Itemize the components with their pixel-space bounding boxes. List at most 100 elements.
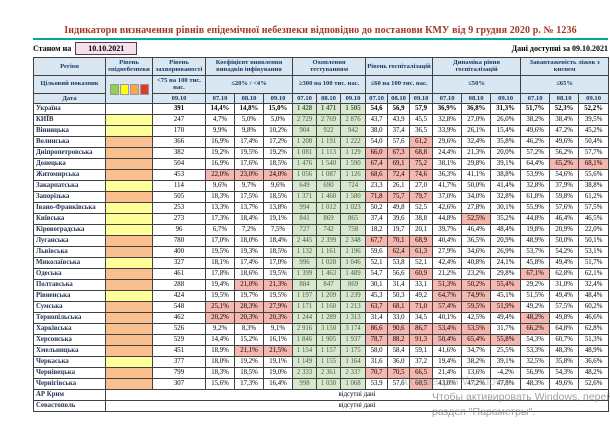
data-cell: 17,0% — [205, 234, 235, 247]
danger-level-cell — [105, 234, 153, 247]
incidence-cell: 505 — [152, 190, 206, 203]
region-cell: Київська — [33, 212, 106, 225]
data-cell: 20,3% — [262, 311, 294, 324]
data-cell: 5,0% — [262, 113, 294, 126]
data-cell: 21,1% — [234, 344, 264, 357]
data-cell: 52,5% — [461, 212, 492, 225]
data-cell: 1 155 — [316, 355, 342, 368]
data-cell: 38,0 — [365, 124, 389, 137]
incidence-cell: 526 — [152, 322, 206, 335]
target-hospitalization: ≤60 на 100 тис. нас. — [365, 74, 434, 94]
data-cell: 727 — [292, 223, 318, 236]
data-cell: 2 916 — [292, 322, 318, 335]
data-cell: 1 846 — [292, 333, 318, 346]
data-cell: 8,3% — [234, 322, 264, 335]
data-cell: 42,5% — [461, 311, 492, 324]
data-cell: 53,3% — [520, 344, 551, 357]
data-cell: 57,5% — [578, 201, 610, 214]
epidemic-indicators-table: Регіон Рівень епіднебезпеки Рівень захво… — [33, 57, 610, 412]
data-cell: 1 905 — [316, 333, 342, 346]
data-cell: 41,6% — [432, 344, 463, 357]
data-cell: 18,5% — [234, 366, 264, 379]
data-cell: 46,4% — [549, 212, 580, 225]
danger-level-cell — [105, 267, 153, 280]
data-cell: 841 — [292, 212, 318, 225]
data-cell: 20,9% — [490, 234, 522, 247]
date-cell: 07.10 — [292, 92, 318, 104]
data-cell: 40,8% — [461, 256, 492, 269]
data-cell: 51,9% — [490, 300, 522, 313]
data-cell: 48,4% — [490, 223, 522, 236]
danger-level-cell — [105, 333, 153, 346]
date-cell: 07.10 — [520, 92, 551, 104]
date-cell: 08.10 — [316, 92, 342, 104]
data-cell: 16,9% — [205, 157, 235, 170]
data-cell: 68,6 — [365, 168, 389, 181]
data-cell: 998 — [292, 377, 318, 390]
data-cell: 52,2% — [578, 102, 610, 115]
data-cell: 57,7% — [578, 146, 610, 159]
data-cell: 34,7% — [461, 344, 492, 357]
target-hosp-dynamics: ≤50% — [432, 74, 522, 94]
data-cell: 1 244 — [292, 311, 318, 324]
incidence-cell: 377 — [152, 355, 206, 368]
data-cell: 47,2% — [549, 124, 580, 137]
incidence-cell: 247 — [152, 113, 206, 126]
data-cell: 16,4% — [262, 377, 294, 390]
incidence-cell: 382 — [152, 146, 206, 159]
date-cell: 09.10 — [340, 92, 367, 104]
data-cell: 19,5% — [205, 245, 235, 258]
data-cell: 48,2% — [520, 311, 551, 324]
data-cell: 884 — [292, 278, 318, 291]
data-cell: 72,4 — [387, 168, 411, 181]
data-cell: 6,7% — [205, 223, 235, 236]
data-cell: 30,1% — [490, 201, 522, 214]
data-cell: 30,1 — [365, 278, 389, 291]
target-label: Цільовий показник — [33, 74, 106, 94]
incidence-cell: 170 — [152, 124, 206, 137]
target-oxygen-beds: ≤65% — [520, 74, 610, 94]
data-cell: 51,7% — [578, 256, 610, 269]
danger-level-cell — [105, 168, 153, 181]
target-testing: ≥300 на 100 тис. нас. — [292, 74, 367, 94]
windows-activation-watermark-line2: Чтобы активировать Windows, перейдите в — [432, 391, 610, 403]
incidence-cell: 453 — [152, 168, 206, 181]
date-cell: 09.10 — [578, 92, 610, 104]
region-cell: Івано-Франківська — [33, 201, 106, 214]
data-cell: 38,2% — [461, 355, 492, 368]
data-cell: 13,3% — [205, 201, 235, 214]
data-cell: 31,0% — [549, 278, 580, 291]
data-cell: 1 087 — [316, 168, 342, 181]
date-cell: 08.10 — [387, 92, 411, 104]
data-cell: 86,6 — [365, 322, 389, 335]
region-cell: Рівненська — [33, 289, 106, 302]
data-cell: 50,0% — [549, 234, 580, 247]
region-cell: Хмельницька — [33, 344, 106, 357]
data-cell: 38,8% — [578, 179, 610, 192]
data-cell: 18,5% — [262, 190, 294, 203]
data-cell: 996 — [292, 256, 318, 269]
table-row: Кіровоградська 96 6,7% 7,2% 7,5% 727 742 758 18,… — [33, 223, 610, 236]
data-cell: 75,2 — [409, 157, 434, 170]
data-cell: 74,9% — [461, 289, 492, 302]
data-cell: 922 — [316, 124, 342, 137]
data-cell: 57,6% — [549, 201, 580, 214]
data-cell: 23,0% — [234, 168, 264, 181]
data-cell: 2 399 — [316, 234, 342, 247]
col-header-oxygen-beds: Завантаженість ліжок з киснем — [520, 57, 610, 76]
data-cell: 1 129 — [340, 146, 367, 159]
data-cell: 1 463 — [316, 267, 342, 280]
date-cell: 08.10 — [549, 92, 580, 104]
data-cell: 2 729 — [292, 113, 318, 126]
data-cell: 16,9% — [205, 135, 235, 148]
data-cell: 1 460 — [316, 190, 342, 203]
table-row: Дніпропетровська 382 19,2% 19,5% 19,2% 1 081 1… — [33, 146, 610, 159]
data-cell: 51,3% — [432, 278, 463, 291]
data-cell: 1 161 — [316, 245, 342, 258]
data-cell: 17,4% — [234, 256, 264, 269]
data-cell: 56,6 — [387, 267, 411, 280]
data-cell: 19,5% — [262, 267, 294, 280]
region-cell: КИЇВ — [33, 113, 106, 126]
data-cell: 27,0% — [461, 113, 492, 126]
data-cell: 1 046 — [340, 256, 367, 269]
